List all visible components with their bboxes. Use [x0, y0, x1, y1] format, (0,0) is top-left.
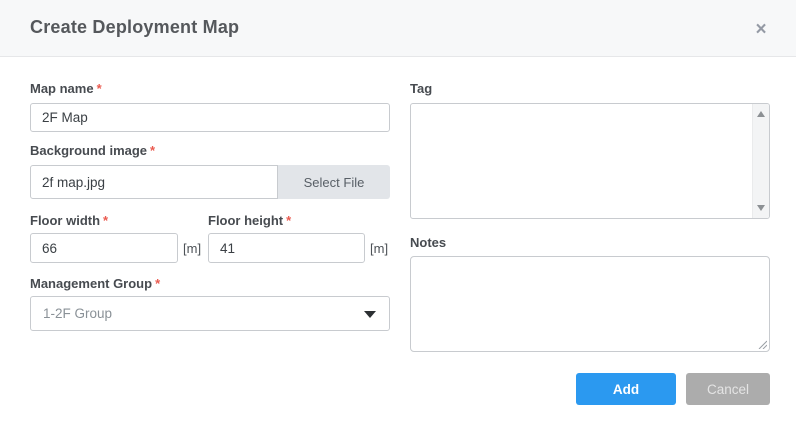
cancel-button[interactable]: Cancel — [686, 373, 770, 405]
background-image-label: Background image * — [30, 143, 156, 158]
dialog-title: Create Deployment Map — [30, 17, 240, 37]
management-group-label: Management Group * — [30, 276, 161, 291]
management-group-select[interactable]: 1-2F Group — [30, 296, 390, 331]
required-asterisk: * — [103, 213, 109, 228]
dropdown-arrow-icon — [364, 311, 376, 318]
select-file-button[interactable]: Select File — [278, 165, 390, 199]
floor-height-input[interactable] — [208, 233, 365, 263]
floor-height-label: Floor height * — [208, 213, 292, 228]
management-group-selected-value: 1-2F Group — [43, 306, 113, 321]
floor-width-label: Floor width * — [30, 213, 109, 228]
required-asterisk: * — [150, 143, 156, 158]
background-image-input[interactable] — [30, 165, 278, 199]
map-name-label: Map name * — [30, 81, 102, 96]
add-button[interactable]: Add — [576, 373, 676, 405]
required-asterisk: * — [96, 81, 102, 96]
tag-scrollbar[interactable] — [752, 104, 769, 218]
scroll-up-icon[interactable] — [757, 111, 765, 117]
notes-label: Notes — [410, 235, 447, 250]
tag-textarea[interactable] — [411, 104, 752, 218]
floor-height-unit: [m] — [370, 241, 389, 256]
required-asterisk: * — [155, 276, 161, 291]
close-icon[interactable]: × — [755, 18, 767, 40]
floor-width-input[interactable] — [30, 233, 178, 263]
dialog-header: Create Deployment Map × — [0, 0, 796, 57]
notes-field — [410, 256, 770, 352]
scroll-down-icon[interactable] — [757, 205, 765, 211]
tag-label: Tag — [410, 81, 433, 96]
required-asterisk: * — [286, 213, 292, 228]
tag-field — [410, 103, 770, 219]
floor-width-unit: [m] — [183, 241, 202, 256]
background-image-field: Select File — [30, 165, 390, 199]
notes-textarea[interactable] — [411, 257, 769, 351]
map-name-input[interactable] — [30, 103, 390, 132]
resize-handle-icon[interactable] — [756, 338, 767, 349]
